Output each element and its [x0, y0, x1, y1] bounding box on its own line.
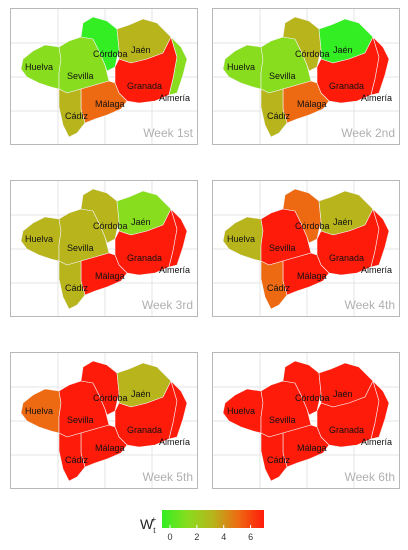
- province-label-almeria: Almería: [159, 437, 190, 447]
- province-label-huelva: Huelva: [227, 62, 255, 72]
- province-cadiz: [58, 88, 86, 138]
- province-label-malaga: Málaga: [297, 99, 327, 109]
- province-malaga: [80, 252, 128, 296]
- map-svg: Huelva Sevilla Córdoba Jaén Granada Almería Má…: [213, 9, 399, 144]
- province-label-almeria: Almería: [159, 93, 190, 103]
- province-label-malaga: Málaga: [95, 99, 125, 109]
- week-label: Week 2nd: [341, 126, 395, 140]
- province-label-jaen: Jaén: [333, 45, 353, 55]
- legend-tick-label: 2: [194, 532, 199, 542]
- province-almeria: [168, 380, 188, 440]
- map-svg: Huelva Sevilla Córdoba Jaén Granada Almería Má…: [11, 353, 197, 488]
- province-label-cadiz: Cádiz: [65, 455, 89, 465]
- province-label-cadiz: Cádiz: [267, 455, 291, 465]
- color-legend: Wt+ 0 2 4 6: [140, 510, 264, 542]
- province-malaga: [282, 424, 330, 468]
- province-label-cadiz: Cádiz: [65, 283, 89, 293]
- province-cadiz: [260, 260, 288, 310]
- province-cadiz: [58, 260, 86, 310]
- province-label-malaga: Málaga: [297, 443, 327, 453]
- province-label-almeria: Almería: [361, 93, 392, 103]
- map-panel-week-6: Huelva Sevilla Córdoba Jaén Granada Almería Má…: [212, 352, 400, 489]
- province-label-huelva: Huelva: [25, 62, 53, 72]
- province-label-granada: Granada: [127, 425, 162, 435]
- province-label-almeria: Almería: [361, 437, 392, 447]
- province-cadiz: [260, 432, 288, 482]
- legend-tick-label: 6: [248, 532, 253, 542]
- province-label-sevilla: Sevilla: [67, 415, 94, 425]
- province-label-malaga: Málaga: [95, 443, 125, 453]
- province-cordoba: [80, 360, 120, 416]
- province-label-jaen: Jaén: [333, 217, 353, 227]
- province-label-cordoba: Córdoba: [295, 49, 330, 59]
- week-label: Week 3rd: [142, 298, 193, 312]
- province-label-cadiz: Cádiz: [267, 283, 291, 293]
- province-label-huelva: Huelva: [227, 234, 255, 244]
- province-malaga: [282, 252, 330, 296]
- province-malaga: [80, 80, 128, 124]
- province-label-sevilla: Sevilla: [67, 71, 94, 81]
- province-almeria: [370, 36, 390, 96]
- province-label-granada: Granada: [329, 425, 364, 435]
- province-label-cordoba: Córdoba: [93, 393, 128, 403]
- province-malaga: [282, 80, 330, 124]
- province-label-almeria: Almería: [159, 265, 190, 275]
- week-label: Week 1st: [143, 126, 193, 140]
- map-svg: Huelva Sevilla Córdoba Jaén Granada Almería Má…: [11, 9, 197, 144]
- province-label-cadiz: Cádiz: [267, 111, 291, 121]
- province-label-huelva: Huelva: [25, 234, 53, 244]
- legend-tick-label: 4: [221, 532, 226, 542]
- province-label-huelva: Huelva: [25, 406, 53, 416]
- province-label-jaen: Jaén: [131, 45, 151, 55]
- province-cadiz: [58, 432, 86, 482]
- province-label-jaen: Jaén: [333, 389, 353, 399]
- map-panel-week-1: Huelva Sevilla Córdoba Jaén Granada Almería Má…: [10, 8, 198, 145]
- province-almeria: [370, 380, 390, 440]
- province-label-almeria: Almería: [361, 265, 392, 275]
- province-label-sevilla: Sevilla: [269, 415, 296, 425]
- province-label-malaga: Málaga: [297, 271, 327, 281]
- week-label: Week 5th: [143, 470, 193, 484]
- map-panel-week-3: Huelva Sevilla Córdoba Jaén Granada Almería Má…: [10, 180, 198, 317]
- province-label-granada: Granada: [329, 81, 364, 91]
- province-label-jaen: Jaén: [131, 389, 151, 399]
- legend-color-bar: [162, 510, 264, 528]
- week-label: Week 4th: [345, 298, 395, 312]
- province-cordoba: [80, 16, 120, 72]
- legend-title: Wt+: [140, 515, 156, 535]
- province-label-sevilla: Sevilla: [269, 243, 296, 253]
- legend-tick-label: 0: [168, 532, 173, 542]
- province-label-cadiz: Cádiz: [65, 111, 89, 121]
- province-cadiz: [260, 88, 288, 138]
- province-label-jaen: Jaén: [131, 217, 151, 227]
- province-label-cordoba: Córdoba: [93, 49, 128, 59]
- province-label-cordoba: Córdoba: [295, 393, 330, 403]
- province-almeria: [168, 36, 188, 96]
- province-label-granada: Granada: [127, 253, 162, 263]
- province-malaga: [80, 424, 128, 468]
- province-almeria: [168, 208, 188, 268]
- province-cordoba: [282, 188, 322, 244]
- province-cordoba: [282, 16, 322, 72]
- map-panel-week-5: Huelva Sevilla Córdoba Jaén Granada Almería Má…: [10, 352, 198, 489]
- province-cordoba: [282, 360, 322, 416]
- map-svg: Huelva Sevilla Córdoba Jaén Granada Almería Má…: [213, 353, 399, 488]
- province-label-cordoba: Córdoba: [93, 221, 128, 231]
- province-label-granada: Granada: [329, 253, 364, 263]
- province-cordoba: [80, 188, 120, 244]
- province-label-malaga: Málaga: [95, 271, 125, 281]
- province-almeria: [370, 208, 390, 268]
- map-panel-week-4: Huelva Sevilla Córdoba Jaén Granada Almería Má…: [212, 180, 400, 317]
- province-label-granada: Granada: [127, 81, 162, 91]
- week-label: Week 6th: [345, 470, 395, 484]
- map-svg: Huelva Sevilla Córdoba Jaén Granada Almería Má…: [213, 181, 399, 316]
- province-label-huelva: Huelva: [227, 406, 255, 416]
- map-panel-week-2: Huelva Sevilla Córdoba Jaén Granada Almería Má…: [212, 8, 400, 145]
- map-svg: Huelva Sevilla Córdoba Jaén Granada Almería Má…: [11, 181, 197, 316]
- province-label-sevilla: Sevilla: [67, 243, 94, 253]
- province-label-sevilla: Sevilla: [269, 71, 296, 81]
- province-label-cordoba: Córdoba: [295, 221, 330, 231]
